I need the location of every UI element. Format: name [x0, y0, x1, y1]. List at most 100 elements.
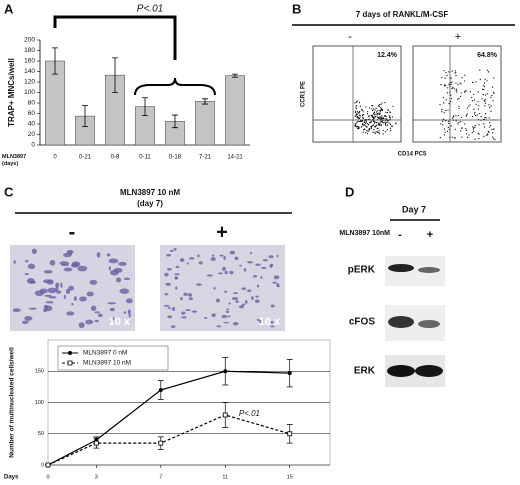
cell: [229, 270, 234, 275]
flow-title: 7 days of RANKL/M-CSF: [356, 10, 449, 19]
cell: [243, 268, 247, 272]
event: [375, 125, 377, 127]
panel-label: A: [4, 1, 14, 16]
legend-marker: [67, 360, 73, 366]
event: [464, 123, 466, 125]
cell: [107, 302, 117, 305]
event: [442, 124, 444, 126]
event: [471, 115, 474, 118]
cell: [66, 311, 75, 316]
event: [385, 115, 387, 118]
cell: [77, 265, 88, 272]
event: [389, 118, 391, 120]
event: [378, 105, 380, 107]
event: [474, 114, 477, 117]
cell: [197, 254, 200, 258]
cell: [250, 296, 254, 300]
event: [478, 137, 480, 140]
cell: [90, 305, 97, 311]
cell: [186, 262, 189, 265]
event: [450, 98, 453, 100]
event: [483, 82, 486, 84]
event: [485, 117, 487, 119]
event: [488, 117, 490, 119]
event: [354, 102, 356, 104]
cell: [71, 261, 81, 267]
event: [444, 77, 446, 79]
event: [490, 96, 492, 99]
cell: [229, 250, 236, 255]
cell: [175, 286, 178, 290]
event: [484, 105, 486, 107]
cell: [218, 272, 223, 275]
event: [370, 125, 372, 128]
event: [362, 118, 364, 120]
event: [452, 86, 454, 88]
cell: [56, 290, 62, 294]
event: [458, 121, 460, 124]
cell: [249, 251, 252, 255]
event: [356, 112, 358, 115]
magnification: 10 x: [109, 316, 131, 328]
event: [464, 74, 466, 76]
event: [355, 114, 357, 116]
cell: [108, 258, 119, 264]
band: [418, 320, 440, 328]
event: [468, 105, 470, 107]
event: [483, 100, 486, 102]
group-brace: [134, 77, 216, 96]
marker: [158, 440, 164, 446]
event: [446, 74, 448, 77]
panel-label: C: [4, 184, 14, 199]
cell: [247, 261, 253, 264]
event: [444, 131, 446, 133]
event: [365, 106, 367, 108]
flow-plot: [312, 45, 402, 143]
band-label: cFOS: [349, 317, 375, 328]
event: [473, 113, 476, 115]
event: [460, 130, 462, 132]
event: [381, 108, 383, 111]
event: [476, 114, 478, 116]
cell: [185, 309, 191, 312]
event: [373, 128, 375, 131]
event: [385, 125, 387, 127]
cell: [31, 248, 37, 255]
cell: [89, 279, 98, 285]
event: [460, 116, 462, 119]
cell: [127, 309, 131, 314]
cell: [223, 321, 230, 324]
y-tick-label: 60: [28, 110, 36, 117]
event: [355, 101, 358, 103]
cell: [48, 296, 57, 299]
event: [475, 81, 477, 83]
cell: [256, 318, 260, 321]
event: [451, 136, 453, 138]
cell: [21, 320, 29, 325]
event: [377, 124, 380, 126]
event: [364, 120, 366, 122]
event: [484, 94, 487, 96]
cell: [24, 272, 29, 275]
cell: [34, 290, 44, 297]
x-tick-label: 0-11: [139, 155, 151, 161]
cell: [12, 308, 21, 313]
panel-label: D: [345, 184, 354, 199]
event: [458, 107, 460, 109]
cell: [13, 260, 17, 264]
cell: [224, 270, 228, 275]
cell: [63, 294, 66, 300]
event: [389, 123, 392, 126]
event: [455, 72, 457, 74]
cell: [223, 255, 226, 260]
x-tick-label: 0-8: [111, 155, 120, 161]
event: [457, 123, 459, 125]
cell: [259, 319, 262, 324]
error-bar: [112, 57, 118, 93]
event: [488, 106, 491, 109]
event: [361, 120, 363, 122]
cell: [210, 257, 216, 261]
event: [363, 113, 365, 116]
event: [453, 116, 455, 118]
event: [374, 131, 376, 133]
